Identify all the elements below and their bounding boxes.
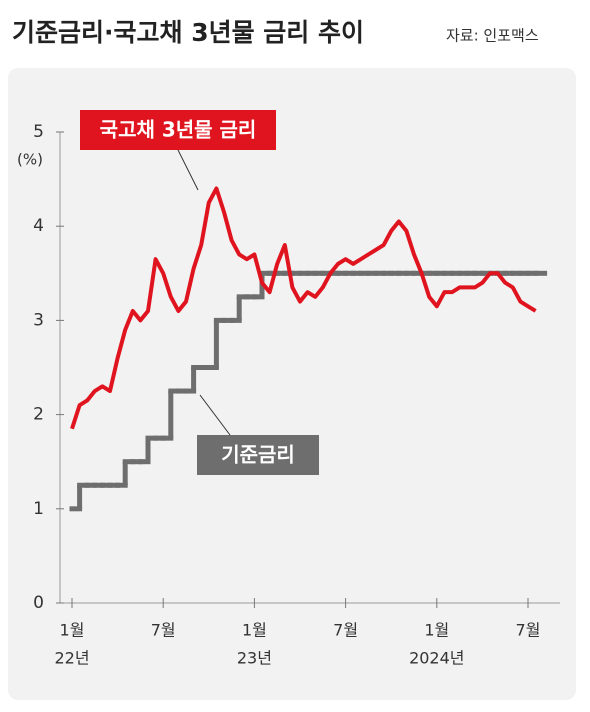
x-tick-label: 7월 xyxy=(151,621,176,640)
x-tick-label: 7월 xyxy=(516,621,541,640)
y-tick-label: 0 xyxy=(33,593,44,613)
y-tick-label: 2 xyxy=(33,405,44,425)
callout xyxy=(199,394,231,436)
callout xyxy=(177,149,199,191)
x-tick-label: 1월 xyxy=(242,621,267,640)
rate-line xyxy=(70,186,537,430)
chart-title: 기준금리·국고채 3년물 금리 추이 xyxy=(12,18,364,47)
legend-label: 국고채 3년물 금리 xyxy=(100,118,257,142)
y-tick-label: 5 xyxy=(33,122,44,142)
legend-box xyxy=(197,435,319,475)
x-tick-label: 1월 xyxy=(60,621,85,640)
y-tick-label: 1 xyxy=(33,499,44,519)
x-tick-label: 1월 xyxy=(424,621,449,640)
panel xyxy=(8,68,576,700)
y-unit: (%) xyxy=(17,151,43,169)
source: 자료: 인포맥스 xyxy=(446,27,539,45)
x-year-label: 23년 xyxy=(237,649,272,668)
y-tick-label: 3 xyxy=(33,310,44,330)
legend-label: 기준금리 xyxy=(221,443,295,467)
x-year-label: 2024년 xyxy=(409,649,464,668)
x-tick-label: 7월 xyxy=(333,621,358,640)
x-year-label: 22년 xyxy=(54,649,89,668)
legend-box xyxy=(80,110,276,150)
y-tick-label: 4 xyxy=(33,216,44,236)
